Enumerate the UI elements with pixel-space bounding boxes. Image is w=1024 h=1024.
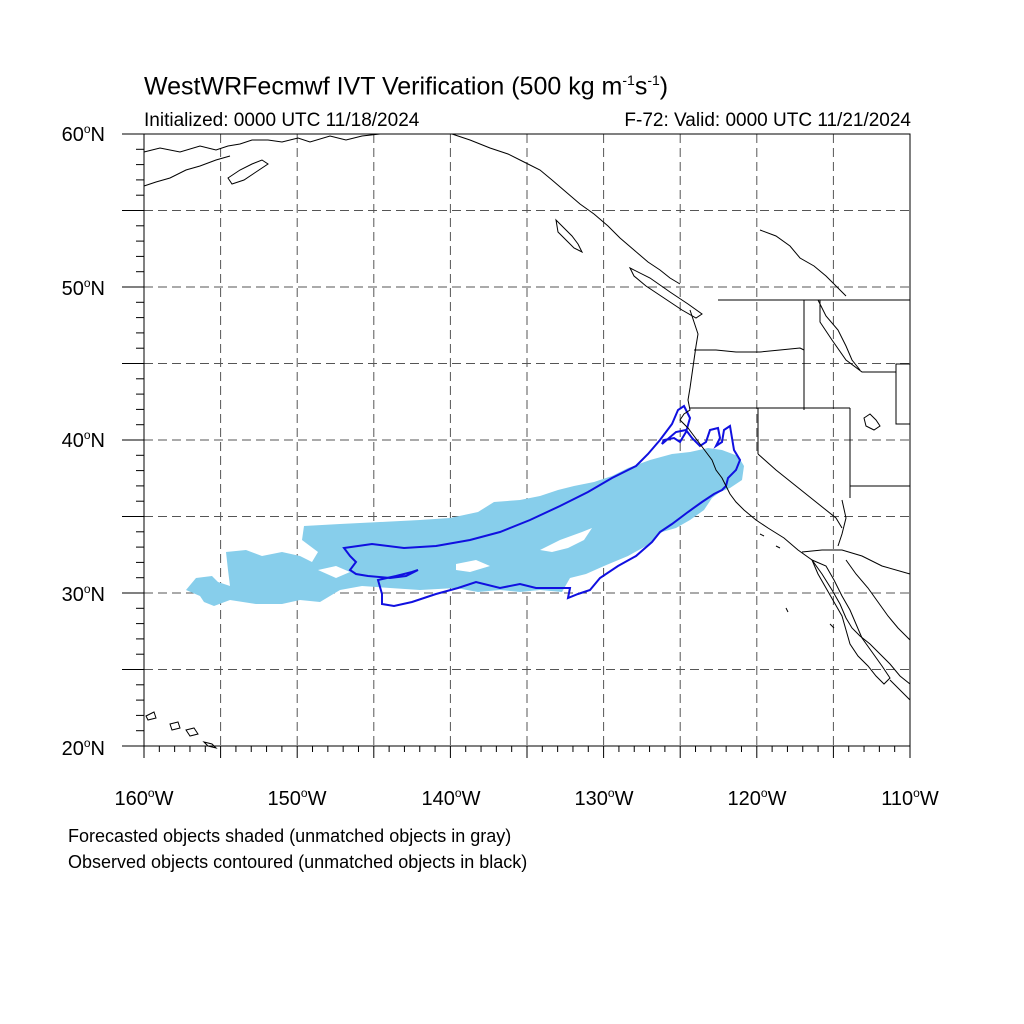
lon-label-110: 110oW: [881, 786, 939, 810]
legend-forecast-note: Forecasted objects shaded (unmatched obj…: [68, 826, 512, 846]
initialized-time: Initialized: 0000 UTC 11/18/2024: [144, 110, 420, 131]
vancouver-island: [628, 266, 703, 319]
political-borders: [690, 299, 911, 575]
mexico-coast-south: [889, 679, 911, 701]
hawaii-islands: [145, 711, 218, 749]
lon-label-140: 140oW: [421, 786, 481, 810]
observed-contour: [342, 404, 742, 608]
lat-label-30: 30oN: [61, 582, 105, 606]
wyoming-border: [895, 364, 910, 425]
lon-label-130: 130oW: [574, 786, 634, 810]
mexico-coast: [845, 559, 911, 641]
map-grid: [144, 134, 910, 746]
canada-interior-2: [817, 299, 861, 371]
legend-observed-note: Observed objects contoured (unmatched ob…: [68, 852, 528, 872]
map-frame: [143, 133, 911, 747]
coastlines: [143, 133, 911, 749]
lat-label-50: 50oN: [61, 276, 105, 300]
lon-label-120: 120oW: [727, 786, 787, 810]
forecast-shaded-region: [186, 448, 744, 606]
us-mexico-border: [801, 549, 911, 575]
alaska-coast: [143, 133, 381, 153]
washington-oregon-border: [694, 347, 805, 353]
lat-label-40: 40oN: [61, 428, 105, 452]
baja-peninsula: [811, 559, 891, 685]
channel-islands: [759, 533, 835, 629]
canada-interior: [759, 229, 847, 297]
forecast-object: [186, 448, 744, 606]
chart-title: WestWRFecmwf IVT Verification (500 kg m-…: [144, 72, 669, 101]
lon-label-150: 150oW: [267, 786, 327, 810]
lat-label-20: 20oN: [61, 736, 105, 760]
great-salt-lake: [863, 413, 881, 431]
valid-time: F-72: Valid: 0000 UTC 11/21/2024: [624, 110, 911, 131]
alaska-peninsula: [143, 155, 231, 187]
alaska-island: [227, 159, 269, 185]
bc-islands: [555, 218, 584, 254]
map-ticks: [122, 133, 911, 758]
lat-label-60: 60oN: [61, 122, 105, 146]
california-nevada-diagonal: [757, 453, 843, 529]
arizona-border: [837, 499, 847, 547]
lon-label-160: 160oW: [114, 786, 174, 810]
observed-object: [342, 404, 742, 608]
gulf-alaska-coast: [451, 133, 681, 285]
pacific-nw-coast: [679, 309, 911, 685]
